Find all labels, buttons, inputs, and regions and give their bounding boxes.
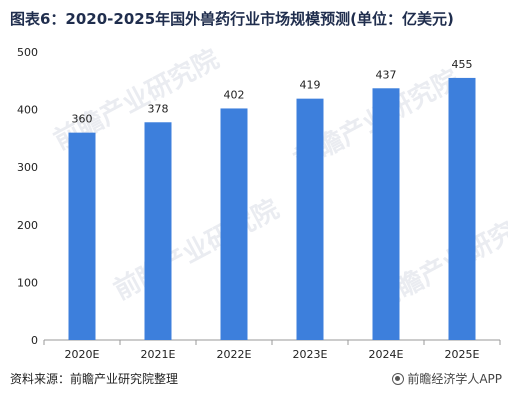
x-tick-label: 2020E [65,348,100,361]
bar-2025E [448,77,476,341]
bar-2022E [220,108,248,340]
data-label: 378 [148,102,169,115]
x-tick-label: 2024E [369,348,404,361]
data-label: 360 [72,113,93,126]
x-axis: 2020E 2021E 2022E 2023E 2024E 2025E [43,339,501,361]
data-label: 419 [300,79,321,92]
data-label: 455 [452,58,473,71]
bar-2020E [68,132,96,340]
data-label: 437 [376,68,397,81]
watermark-layer: 前瞻产业研究院前瞻产业研究院前瞻产业研究院前瞻产业研究院 [49,43,508,316]
y-tick-label: 500 [17,46,38,59]
y-tick-label: 400 [17,104,38,117]
y-tick-label: 200 [17,219,38,232]
x-tick-label: 2021E [141,348,176,361]
bar-2023E [296,98,324,340]
data-label: 402 [224,88,245,101]
data-labels: 360 378 402 419 437 455 [72,58,473,126]
chart-title: 图表6：2020-2025年国外兽药行业市场规模预测(单位：亿美元) [10,10,454,28]
brand-credit[interactable]: 前瞻经济学人APP [392,370,502,387]
y-tick-label: 0 [31,334,38,347]
source-note: 资料来源：前瞻产业研究院整理 [10,372,179,386]
bar-series [68,77,476,341]
brand-logo-icon [392,372,405,385]
bar-2024E [372,88,400,341]
y-tick-label: 300 [17,161,38,174]
x-tick-label: 2022E [217,348,252,361]
y-tick-label: 100 [17,276,38,289]
bar-2021E [144,122,172,340]
watermark-text: 前瞻产业研究院 [109,193,284,306]
x-tick-label: 2023E [293,348,328,361]
brand-name: 前瞻经济学人APP [407,372,502,386]
x-tick-label: 2025E [445,348,480,361]
y-axis: 0 100 200 300 400 500 [17,46,38,347]
